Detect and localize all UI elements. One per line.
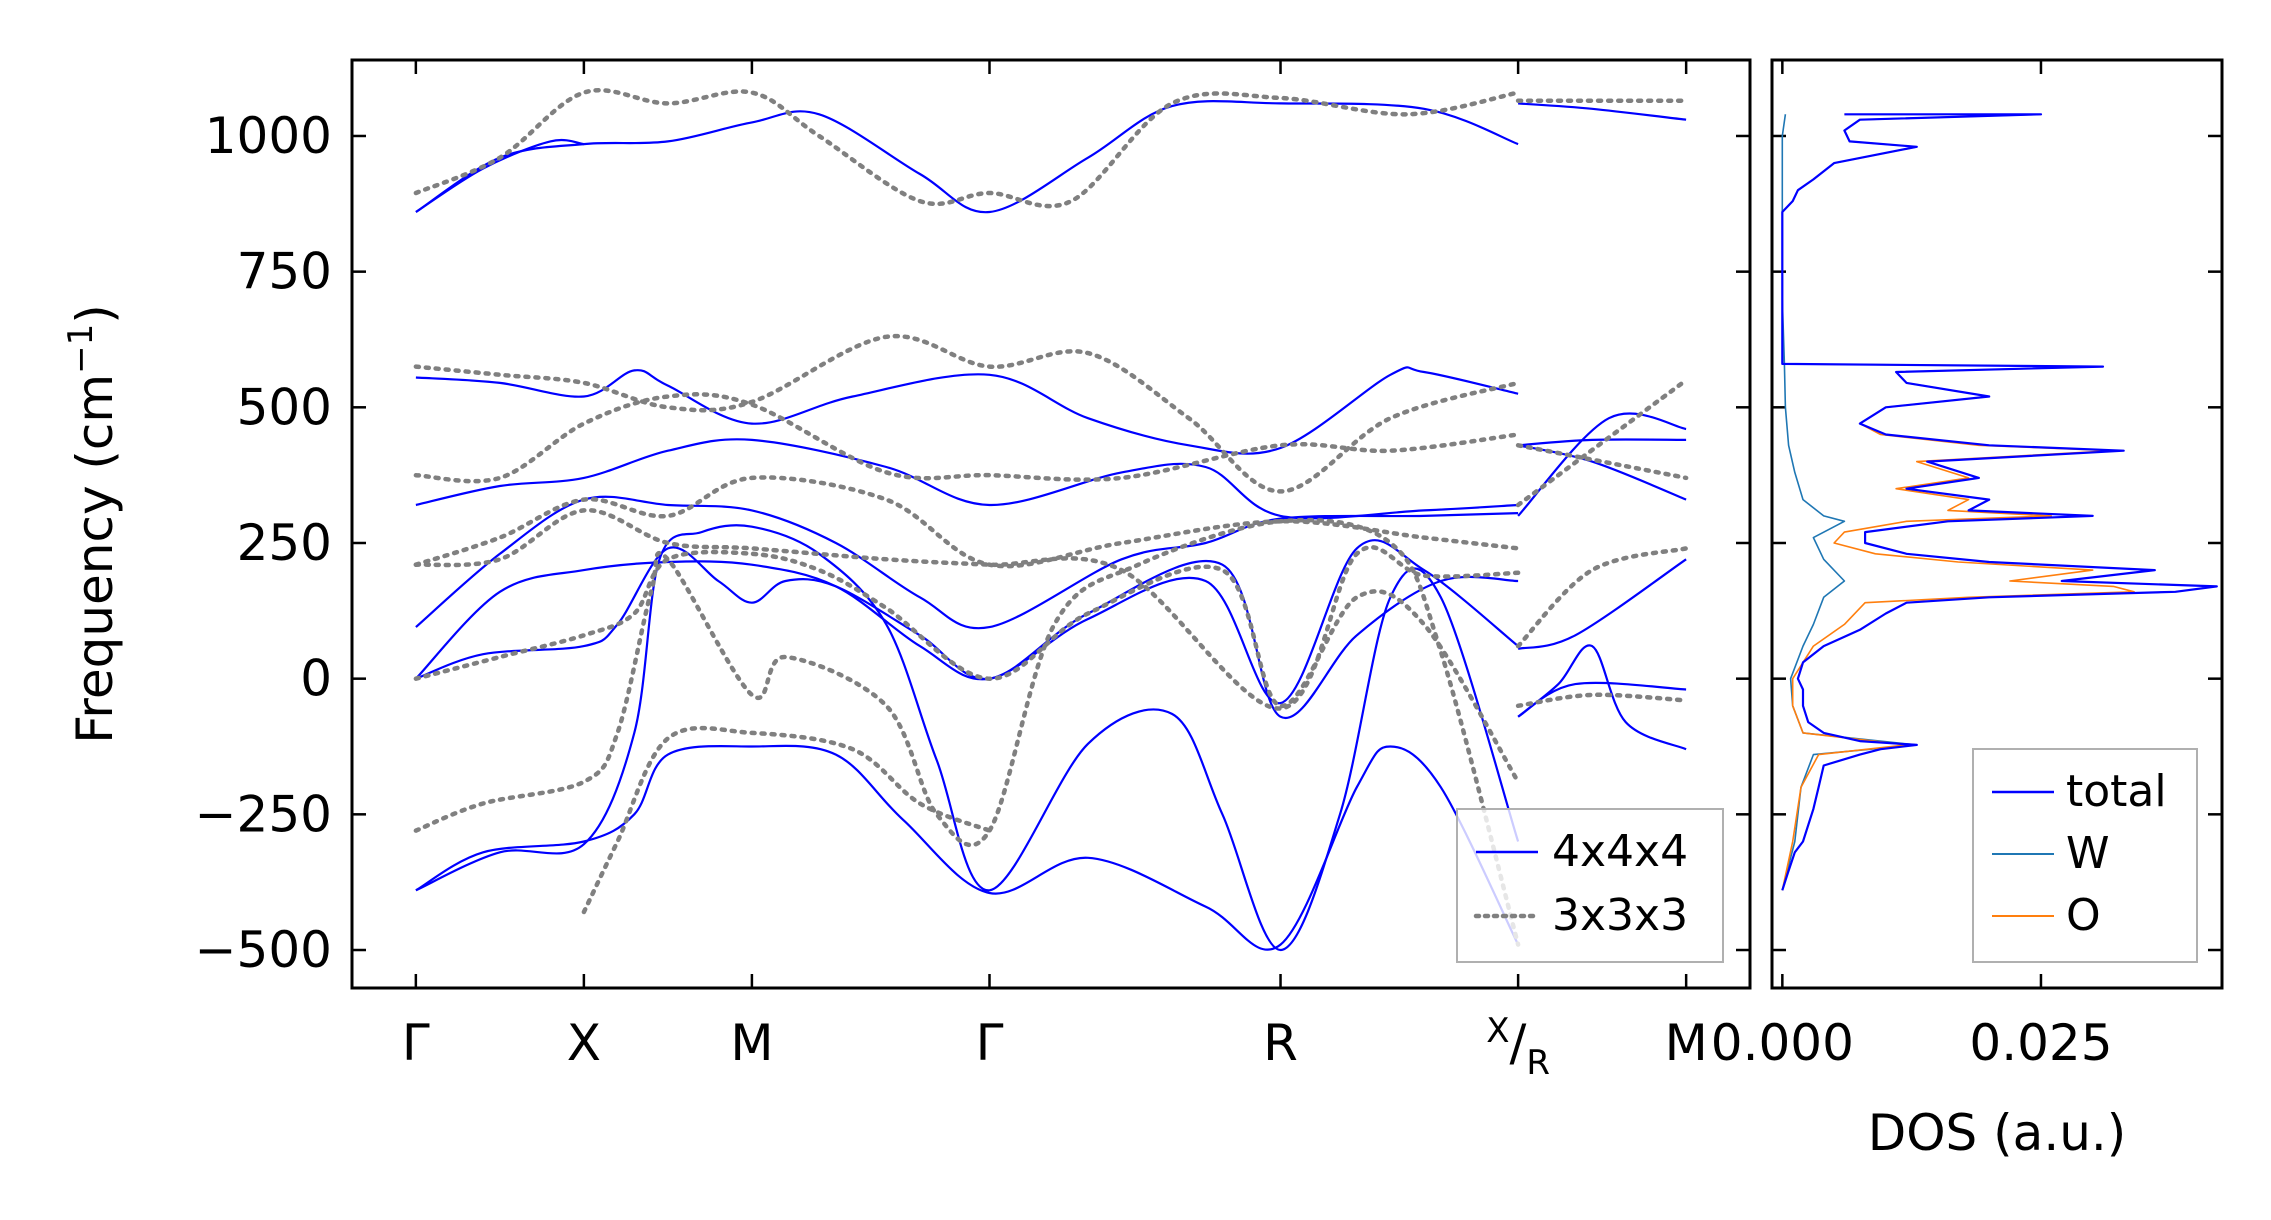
band-xtick-label: R — [1263, 1014, 1298, 1072]
band-line-4x4x4-13 — [1517, 558, 1687, 650]
band-ylabel: Frequency (cm−1) — [61, 304, 124, 744]
band-ytick-label: 500 — [237, 378, 332, 436]
legend-label-total: total — [2066, 766, 2167, 817]
band-line-3x3x3-11 — [1515, 692, 1689, 709]
dos-xtick-label: 0.025 — [1969, 1014, 2112, 1072]
band-xtick-label: Γ — [976, 1014, 1004, 1072]
band-x-tick-labels: Γ X M Γ R X/R M — [402, 1011, 1708, 1083]
band-axis-ticks — [352, 60, 2222, 988]
dos-lines — [1781, 113, 2218, 891]
band-line-4x4x4-8 — [415, 744, 1520, 951]
band-series-4x4x4 — [415, 100, 1687, 952]
band-ytick-label: 750 — [237, 243, 332, 301]
band-line-3x3x3-3 — [413, 475, 1521, 569]
band-ytick-label: 0 — [300, 650, 332, 708]
legend-label-w: W — [2066, 828, 2110, 879]
band-line-3x3x3-2 — [413, 392, 1521, 484]
band-xtick-label: M — [730, 1014, 773, 1072]
band-line-3x3x3-5 — [413, 549, 1521, 785]
band-xtick-label: X — [567, 1014, 601, 1072]
band-lines — [413, 87, 1689, 952]
band-line-3x3x3-9 — [1515, 443, 1689, 481]
band-line-4x4x4-2 — [415, 366, 1519, 455]
legend-label-4x4x4: 4x4x4 — [1552, 826, 1688, 877]
band-line-3x3x3-10 — [1515, 377, 1689, 508]
band-series-3x3x3 — [413, 87, 1689, 947]
band-plot-frame — [350, 58, 1752, 990]
band-line-3x3x3-12 — [1515, 546, 1689, 649]
band-xtick-label: X/R — [1486, 1011, 1550, 1083]
band-ytick-label: −250 — [195, 785, 332, 843]
band-line-4x4x4-12 — [1517, 444, 1687, 501]
dos-line-W — [1781, 114, 1918, 891]
dos-xtick-label: 0.000 — [1711, 1014, 1854, 1072]
band-structure-panel: −500 −250 0 250 500 750 1000 Γ X M Γ R X/R M Frequen… — [61, 58, 2222, 1083]
dos-line-total — [1781, 113, 2218, 891]
band-line-4x4x4-1 — [415, 138, 585, 213]
band-line-3x3x3-6 — [413, 517, 1521, 947]
band-line-4x4x4-3 — [415, 438, 1519, 520]
band-line-3x3x3-0 — [413, 87, 1521, 209]
band-legend-box — [1456, 808, 1724, 963]
dos-plot-frame — [1770, 58, 2224, 990]
band-line-4x4x4-6 — [415, 546, 1519, 720]
band-ytick-label: 250 — [237, 514, 332, 572]
band-line-4x4x4-0 — [415, 100, 1519, 214]
band-ytick-label: −500 — [195, 921, 332, 979]
legend-label-3x3x3: 3x3x3 — [1552, 890, 1688, 941]
band-line-4x4x4-7 — [415, 524, 1520, 952]
dos-legend-box — [1972, 748, 2198, 963]
band-line-4x4x4-10 — [1518, 438, 1687, 447]
band-xtick-label: Γ — [402, 1014, 430, 1072]
band-line-4x4x4-15 — [1517, 644, 1687, 751]
dos-panel: 0.000 0.025 DOS (a.u.) total W O — [1711, 58, 2224, 1162]
band-xtick-label: M — [1665, 1014, 1708, 1072]
dos-xlabel: DOS (a.u.) — [1868, 1104, 2127, 1162]
band-line-4x4x4-9 — [1518, 102, 1687, 121]
band-y-tick-labels: −500 −250 0 250 500 750 1000 — [195, 107, 332, 979]
band-line-3x3x3-4 — [413, 508, 1521, 711]
dos-x-tick-labels: 0.000 0.025 — [1711, 1014, 2113, 1072]
band-legend: 4x4x4 3x3x3 — [1456, 808, 1724, 963]
band-ytick-label: 1000 — [205, 107, 332, 165]
legend-label-o: O — [2066, 890, 2101, 941]
dos-legend: total W O — [1972, 748, 2198, 963]
band-line-3x3x3-1 — [413, 333, 1521, 494]
band-line-3x3x3-7 — [581, 725, 992, 915]
